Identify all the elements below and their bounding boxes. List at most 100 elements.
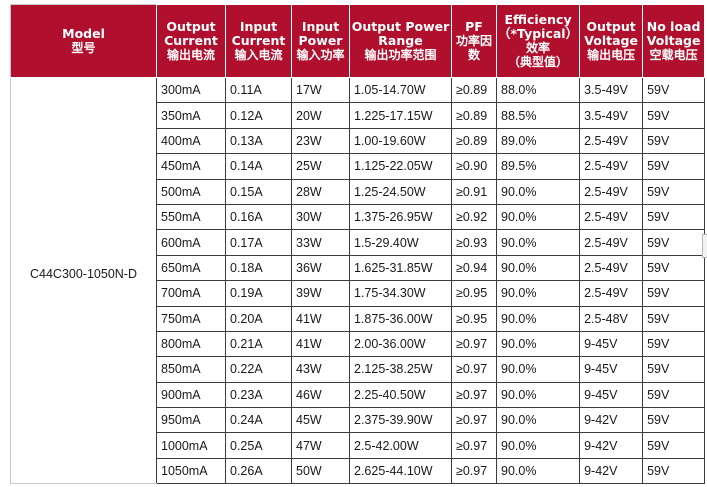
table-row: 350mA 0.12A 20W 1.225-17.15W ≥0.89 88.5% 3.5-4… (11, 102, 706, 129)
header-output-power-range-l1: Output Power (351, 19, 450, 34)
cell-pf: ≥0.97 (451, 330, 497, 358)
cell-input-current: 0.14A (225, 153, 292, 180)
cell-no-load-voltage: 59V (642, 330, 706, 358)
cell-efficiency: 89.0% (495, 127, 581, 155)
spec-table-body: C44C300-1050N-D 300mA 0.11A 17W 1.05-14.70W ≥… (10, 76, 706, 485)
cell-input-power: 41W (291, 305, 350, 332)
cell-pf: ≥0.89 (451, 127, 497, 155)
cell-output-voltage: 9-45V (579, 330, 644, 358)
header-no-load-voltage-zh: 空载电压 (649, 48, 698, 62)
table-row: 600mA 0.17A 33W 1.5-29.40W ≥0.93 90.0% 2.5-49V… (11, 229, 706, 256)
header-no-load-voltage: No load Voltage 空载电压 (642, 4, 706, 78)
cell-input-current: 0.20A (225, 305, 292, 332)
cell-output-voltage: 9-42V (579, 407, 644, 434)
header-output-power-range-l2: Range (378, 33, 423, 48)
header-model-zh: 型号 (71, 41, 96, 55)
cell-input-power: 43W (291, 356, 350, 383)
cell-input-power: 36W (291, 254, 350, 282)
cell-efficiency: 89.5% (495, 153, 581, 180)
header-row: Model 型号 Output Current 输出电流 Input Curre… (10, 4, 706, 78)
cell-output-voltage: 2.5-49V (579, 153, 644, 180)
table-row: 850mA 0.22A 43W 2.125-38.25W ≥0.97 90.0% 9-45V… (11, 356, 706, 383)
cell-output-current: 450mA (156, 153, 226, 180)
header-input-power-l2: Power (298, 33, 343, 48)
cell-no-load-voltage: 59V (642, 280, 706, 307)
table-row: 450mA 0.14A 25W 1.125-22.05W ≥0.90 89.5% 2.5-4… (11, 153, 706, 180)
cell-output-voltage: 9-45V (579, 381, 644, 409)
cell-pf: ≥0.95 (451, 305, 497, 332)
cell-pf: ≥0.89 (451, 102, 497, 129)
header-output-power-range: Output Power Range 输出功率范围 (349, 4, 452, 78)
header-pf-zh2: 数 (467, 48, 480, 62)
cell-pf: ≥0.92 (451, 203, 497, 231)
header-no-load-voltage-l2: Voltage (646, 33, 701, 48)
cell-input-current: 0.25A (225, 432, 292, 459)
cell-output-voltage: 3.5-49V (579, 102, 644, 129)
cell-output-voltage: 9-42V (579, 457, 644, 485)
table-row: 400mA 0.13A 23W 1.00-19.60W ≥0.89 89.0% 2.5-49… (11, 127, 706, 155)
header-input-current-l2: Current (231, 33, 286, 48)
cell-output-power-range: 2.125-38.25W (349, 356, 452, 383)
header-efficiency-zh2: （典型值） (508, 55, 569, 69)
cell-output-power-range: 2.25-40.50W (349, 381, 452, 409)
table-row: 1050mA 0.26A 50W 2.625-44.10W ≥0.97 90.0% 9-42… (11, 457, 706, 485)
cell-input-power: 45W (291, 407, 350, 434)
cell-output-current: 400mA (156, 127, 226, 155)
header-output-current-l1: Output (166, 19, 216, 34)
cell-efficiency: 90.0% (495, 280, 581, 307)
header-input-current-l1: Input (239, 19, 278, 34)
cell-no-load-voltage: 59V (642, 407, 706, 434)
cell-efficiency: 90.0% (495, 203, 581, 231)
cell-input-power: 39W (291, 280, 350, 307)
cell-input-current: 0.19A (225, 280, 292, 307)
header-model-en: Model (62, 26, 105, 41)
cell-no-load-voltage: 59V (642, 356, 706, 383)
cell-output-voltage: 2.5-49V (579, 254, 644, 282)
cell-pf: ≥0.93 (451, 229, 497, 256)
cell-input-power: 50W (291, 457, 350, 485)
cell-output-voltage: 2.5-49V (579, 203, 644, 231)
cell-no-load-voltage: 59V (642, 457, 706, 485)
cell-pf: ≥0.97 (451, 407, 497, 434)
table-row: C44C300-1050N-D 300mA 0.11A 17W 1.05-14.70W ≥… (10, 76, 706, 485)
cell-input-current: 0.22A (225, 356, 292, 383)
cell-output-current: 350mA (156, 102, 226, 129)
cell-output-power-range: 2.375-39.90W (349, 407, 452, 434)
cell-output-current: 650mA (156, 254, 226, 282)
header-output-power-range-zh: 输出功率范围 (364, 48, 437, 62)
spec-table: Model 型号 Output Current 输出电流 Input Curre… (10, 4, 706, 485)
cell-output-current: 1050mA (156, 457, 226, 485)
cell-output-current: 750mA (156, 305, 226, 332)
header-output-voltage-l1: Output (586, 19, 636, 34)
cell-input-power: 46W (291, 381, 350, 409)
cell-output-power-range: 2.625-44.10W (349, 457, 452, 485)
cell-input-power: 33W (291, 229, 350, 256)
header-efficiency: Efficiency （*Typical） 效率 （典型值） (495, 4, 581, 78)
cell-output-voltage: 3.5-49V (579, 76, 644, 104)
cell-output-current: 1000mA (156, 432, 226, 459)
cell-pf: ≥0.91 (451, 178, 497, 205)
cell-output-current: 800mA (156, 330, 226, 358)
header-input-power-zh: 输入功率 (296, 48, 345, 62)
cell-efficiency: 90.0% (495, 356, 581, 383)
table-row: 500mA 0.15A 28W 1.25-24.50W ≥0.91 90.0% 2.5-49… (11, 178, 706, 205)
cell-output-current: 700mA (156, 280, 226, 307)
cell-output-power-range: 1.5-29.40W (349, 229, 452, 256)
cell-input-current: 0.23A (225, 381, 292, 409)
cell-input-power: 30W (291, 203, 350, 231)
cell-no-load-voltage: 59V (642, 254, 706, 282)
cell-output-voltage: 9-42V (579, 432, 644, 459)
cell-input-current: 0.11A (225, 76, 292, 104)
header-output-voltage: Output Voltage 输出电压 (579, 4, 644, 78)
cell-no-load-voltage: 59V (642, 102, 706, 129)
header-output-current-l2: Current (164, 33, 218, 48)
header-no-load-voltage-l1: No load (646, 19, 701, 34)
cell-pf: ≥0.89 (451, 76, 497, 104)
cell-no-load-voltage: 59V (642, 229, 706, 256)
header-output-voltage-zh: 输出电压 (587, 48, 636, 62)
cell-input-current: 0.13A (225, 127, 292, 155)
cell-no-load-voltage: 59V (642, 76, 706, 104)
header-pf-zh1: 功率因 (455, 34, 492, 48)
scrollbar-thumb[interactable] (702, 234, 707, 258)
cell-output-current: 300mA (156, 76, 226, 104)
